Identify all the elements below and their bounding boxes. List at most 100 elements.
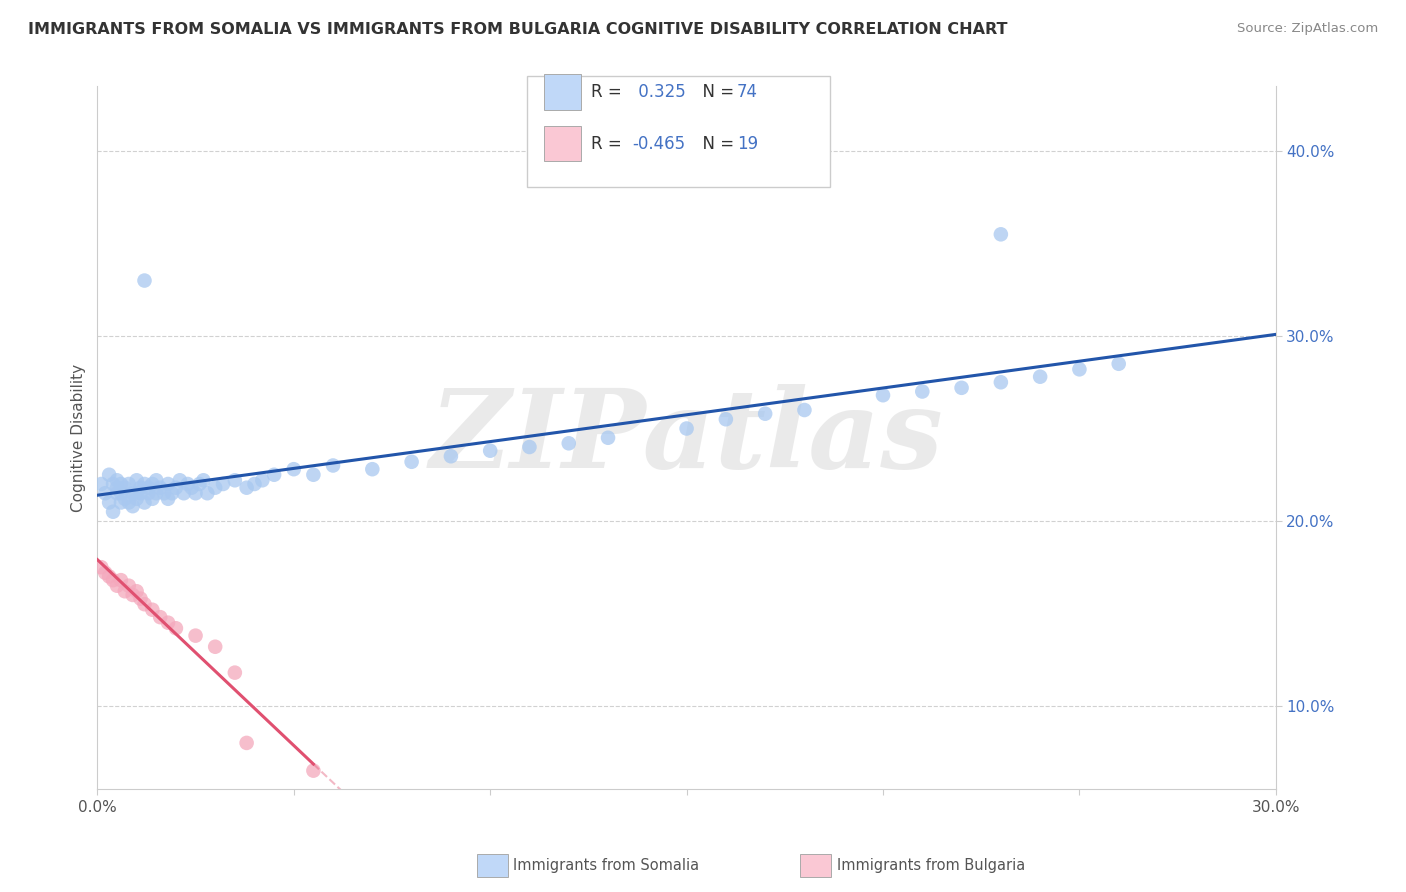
Point: [138, 481, 160, 495]
Point: [235, 736, 257, 750]
Point: [101, 505, 124, 519]
Point: [101, 477, 124, 491]
Point: [252, 473, 274, 487]
Point: [714, 412, 737, 426]
Point: [121, 588, 143, 602]
Point: [141, 477, 163, 491]
Point: [401, 455, 423, 469]
Point: [675, 421, 697, 435]
Text: Immigrants from Bulgaria: Immigrants from Bulgaria: [837, 858, 1025, 872]
Text: 0.325: 0.325: [633, 83, 686, 101]
Point: [105, 579, 128, 593]
Point: [169, 473, 191, 487]
Point: [440, 449, 463, 463]
Point: [94, 486, 117, 500]
Point: [243, 477, 266, 491]
Text: -0.465: -0.465: [633, 135, 686, 153]
Text: N =: N =: [692, 83, 740, 101]
Point: [224, 665, 246, 680]
Point: [184, 629, 207, 643]
Point: [1029, 369, 1052, 384]
Point: [125, 486, 148, 500]
Point: [235, 481, 257, 495]
Point: [177, 477, 200, 491]
Point: [129, 591, 152, 606]
Point: [118, 477, 141, 491]
Point: [157, 615, 180, 630]
Point: [105, 473, 128, 487]
Point: [184, 486, 207, 500]
Point: [180, 481, 202, 495]
Point: [195, 486, 218, 500]
Point: [110, 573, 132, 587]
Point: [134, 597, 156, 611]
Point: [134, 495, 156, 509]
Point: [114, 491, 136, 506]
Point: [105, 481, 128, 495]
Point: [121, 499, 143, 513]
Point: [193, 473, 215, 487]
Point: [145, 473, 167, 487]
Y-axis label: Cognitive Disability: Cognitive Disability: [72, 364, 86, 512]
Point: [114, 584, 136, 599]
Point: [558, 436, 581, 450]
Point: [141, 603, 163, 617]
Point: [911, 384, 934, 399]
Text: 19: 19: [737, 135, 758, 153]
Point: [157, 491, 180, 506]
Text: IMMIGRANTS FROM SOMALIA VS IMMIGRANTS FROM BULGARIA COGNITIVE DISABILITY CORRELA: IMMIGRANTS FROM SOMALIA VS IMMIGRANTS FR…: [28, 22, 1008, 37]
Point: [101, 573, 124, 587]
Point: [141, 491, 163, 506]
Point: [98, 467, 121, 482]
Point: [129, 481, 152, 495]
Point: [153, 486, 176, 500]
Point: [950, 381, 973, 395]
Point: [114, 481, 136, 495]
Point: [145, 486, 167, 500]
Point: [793, 403, 815, 417]
Point: [990, 376, 1012, 390]
Point: [157, 477, 180, 491]
Text: N =: N =: [692, 135, 740, 153]
Point: [160, 486, 183, 500]
Point: [754, 407, 776, 421]
Point: [872, 388, 894, 402]
Point: [173, 486, 195, 500]
Point: [118, 579, 141, 593]
Point: [361, 462, 384, 476]
Point: [105, 486, 128, 500]
Point: [98, 495, 121, 509]
Point: [110, 495, 132, 509]
Point: [90, 477, 112, 491]
Point: [212, 477, 235, 491]
Point: [134, 274, 156, 288]
Text: Source: ZipAtlas.com: Source: ZipAtlas.com: [1237, 22, 1378, 36]
Text: Immigrants from Somalia: Immigrants from Somalia: [513, 858, 699, 872]
Point: [1108, 357, 1130, 371]
Point: [165, 621, 187, 635]
Point: [90, 560, 112, 574]
Point: [302, 467, 325, 482]
Point: [990, 227, 1012, 242]
Point: [110, 477, 132, 491]
Point: [129, 486, 152, 500]
Point: [596, 431, 619, 445]
Text: R =: R =: [591, 135, 627, 153]
Point: [165, 481, 187, 495]
Point: [134, 477, 156, 491]
Point: [519, 440, 541, 454]
Point: [322, 458, 344, 473]
Point: [125, 584, 148, 599]
Point: [1069, 362, 1091, 376]
Point: [98, 569, 121, 583]
Point: [121, 486, 143, 500]
Point: [263, 467, 285, 482]
Point: [479, 443, 502, 458]
Point: [224, 473, 246, 487]
Point: [125, 491, 148, 506]
Point: [188, 477, 211, 491]
Point: [138, 486, 160, 500]
Point: [283, 462, 305, 476]
Point: [149, 610, 172, 624]
Point: [204, 481, 226, 495]
